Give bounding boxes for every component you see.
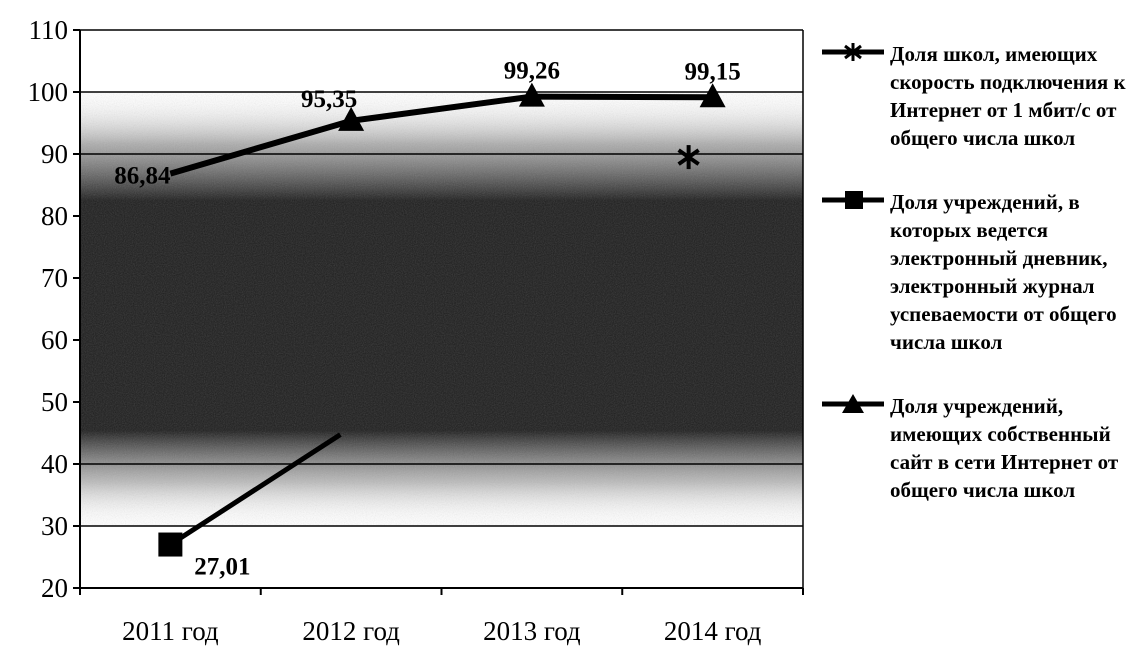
y-tick-label: 90 (41, 139, 68, 169)
axes: 20 30 40 50 60 70 80 90 100 110 2011 год 2012 год 20… (28, 15, 804, 646)
triangle-marker (699, 83, 726, 108)
legend-asterisk-marker-icon (822, 43, 884, 61)
data-label-own-website: 86,84 (114, 163, 171, 190)
x-category-label: 2011 год (122, 616, 219, 646)
square-marker (158, 532, 183, 557)
legend-item-internet-speed: Доля школ, имеющих скорость подключения … (822, 40, 1137, 152)
legend-item-own-website: Доля учреждений, имеющих собственный сай… (822, 392, 1137, 504)
legend-item-electronic-diary: Доля учреждений, в которых ведется элект… (822, 188, 1137, 356)
asterisk-marker (677, 145, 700, 170)
y-tick-label: 80 (41, 201, 68, 231)
series-lines (158, 82, 726, 557)
data-label-own-website: 99,26 (504, 58, 560, 85)
legend-label: Доля школ, имеющих скорость подключения … (890, 42, 1126, 150)
legend: Доля школ, имеющих скорость подключения … (822, 40, 1137, 540)
y-tick-label: 60 (41, 325, 68, 355)
triangle-marker (338, 106, 365, 131)
data-label-electronic-diary: 27,01 (194, 554, 250, 581)
legend-label: Доля учреждений, в которых ведется элект… (890, 190, 1117, 354)
noise-texture (80, 92, 803, 526)
legend-triangle-marker-icon (822, 394, 884, 413)
legend-square-marker-icon (822, 191, 884, 209)
y-tick-label: 50 (41, 387, 68, 417)
plot-area-background (80, 92, 803, 526)
legend-label: Доля учреждений, имеющих собственный сай… (890, 394, 1119, 502)
triangle-marker (518, 82, 545, 107)
y-tick-label: 30 (41, 511, 68, 541)
y-tick-label: 110 (29, 15, 69, 45)
x-category-label: 2013 год (483, 616, 581, 646)
data-label-own-website: 95,35 (301, 86, 357, 113)
series-line-electronic-diary (169, 432, 342, 547)
asterisk-stroke (677, 148, 700, 166)
x-category-label: 2012 год (302, 616, 400, 646)
y-tick-label: 40 (41, 449, 68, 479)
series-line-own-website (169, 93, 713, 177)
y-tick-label: 70 (41, 263, 68, 293)
data-labels: 86,84 95,35 99,26 99,15 27,01 (114, 58, 741, 581)
x-category-label: 2014 год (664, 616, 762, 646)
data-label-own-website: 99,15 (685, 58, 741, 85)
y-tick-label: 100 (28, 77, 69, 107)
y-tick-label: 20 (41, 573, 68, 603)
